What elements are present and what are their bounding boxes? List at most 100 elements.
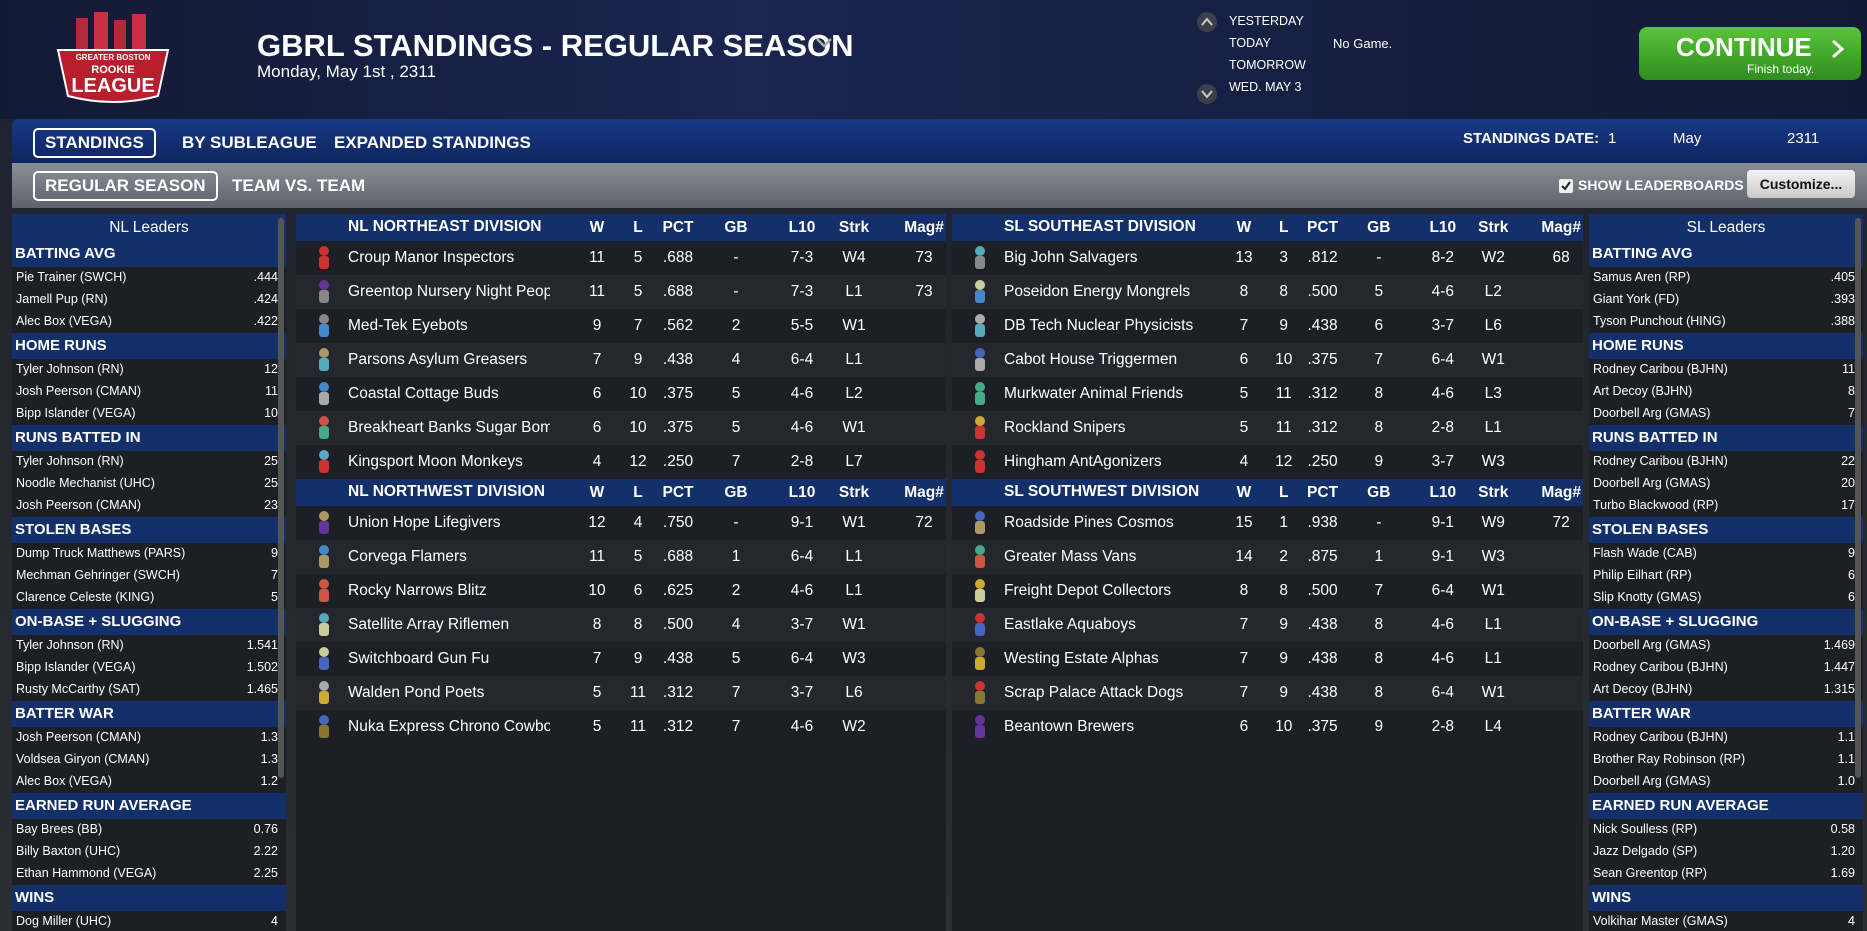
team-row[interactable]: Switchboard Gun Fu 7 9 .438 5 6-4 W3	[296, 642, 946, 676]
leader-name: Alec Box (VEGA)	[16, 774, 112, 788]
team-row[interactable]: Hingham AntAgonizers 4 12 .250 9 3-7 W3	[952, 445, 1583, 479]
team-icon	[975, 280, 985, 303]
date-month[interactable]: May	[1673, 130, 1702, 147]
team-row[interactable]: Beantown Brewers 6 10 .375 9 2-8 L4	[952, 710, 1583, 744]
team-stat: 9	[1279, 616, 1289, 633]
team-row[interactable]: Rockland Snipers 5 11 .312 8 2-8 L1	[952, 411, 1583, 445]
team-stat: 72	[915, 514, 933, 531]
leader-row: Turbo Blackwood (RP) 17	[1589, 495, 1863, 517]
scrollbar[interactable]	[1855, 218, 1861, 778]
column-header: L10	[1429, 218, 1457, 236]
schedule-day[interactable]: TODAY	[1229, 36, 1271, 50]
team-row[interactable]: DB Tech Nuclear Physicists 7 9 .438 6 3-7 L6	[952, 309, 1583, 343]
tab[interactable]: BY SUBLEAGUE	[182, 133, 317, 152]
leader-row: Noodle Mechanist (UHC) 25	[12, 473, 286, 495]
team-row[interactable]: Croup Manor Inspectors 11 5 .688 - 7-3 W4 73	[296, 241, 946, 275]
date-day[interactable]: 1	[1608, 130, 1617, 147]
team-row[interactable]: Greentop Nursery Night People 11 5 .688 - 7-3…	[296, 275, 946, 309]
leader-row: Doorbell Arg (GMAS) 1.469	[1589, 635, 1863, 657]
leader-row: Nick Soulless (RP) 0.58	[1589, 819, 1863, 841]
leader-value: 17	[1841, 498, 1855, 512]
leader-row: Doorbell Arg (GMAS) 7	[1589, 403, 1863, 425]
team-stat: .438	[662, 351, 694, 368]
team-stat: 8	[633, 616, 643, 633]
subtab[interactable]: TEAM VS. TEAM	[232, 176, 366, 195]
schedule-arrows[interactable]	[1196, 11, 1218, 105]
show-leaderboards[interactable]: SHOW LEADERBOARDS	[1578, 177, 1744, 193]
team-row[interactable]: Union Hope Lifegivers 12 4 .750 - 9-1 W1 72	[296, 506, 946, 540]
date-year[interactable]: 2311	[1787, 130, 1820, 147]
team-row[interactable]: Big John Salvagers 13 3 .812 - 8-2 W2 68	[952, 241, 1583, 275]
leader-section: ON-BASE + SLUGGING	[12, 609, 286, 635]
team-stat: 6	[592, 419, 602, 436]
team-stat: 6-4	[790, 351, 814, 368]
team-stat: .375	[1307, 718, 1338, 735]
team-row[interactable]: Breakheart Banks Sugar Bombers 6 10 .375 5 4-…	[296, 411, 946, 445]
dropdown-arrow[interactable]	[815, 36, 833, 50]
leader-section: BATTING AVG	[12, 241, 286, 267]
team-row[interactable]: Parsons Asylum Greasers 7 9 .438 4 6-4 L1	[296, 343, 946, 377]
team-row[interactable]: Med-Tek Eyebots 9 7 .562 2 5-5 W1	[296, 309, 946, 343]
team-stat: .312	[662, 718, 694, 735]
team-stat: 10	[629, 419, 647, 436]
leader-row: Doorbell Arg (GMAS) 1.0	[1589, 771, 1863, 793]
leader-row: Dog Miller (UHC) 4	[12, 911, 286, 931]
leader-name: Rodney Caribou (BJHN)	[1593, 454, 1728, 468]
team-stat: 7	[1239, 650, 1249, 667]
tab[interactable]: EXPANDED STANDINGS	[334, 133, 531, 152]
team-stat: W9	[1481, 514, 1505, 531]
leader-section: WINS	[1589, 885, 1863, 911]
scrollbar[interactable]	[278, 218, 284, 778]
team-stat: 8	[1374, 419, 1384, 436]
logo: GREATER BOSTON ROOKIE LEAGUE	[56, 12, 170, 103]
leader-row: Dump Truck Matthews (PARS) 9	[12, 543, 286, 565]
subtab[interactable]: REGULAR SEASON	[33, 171, 218, 201]
leader-value: 25	[264, 476, 278, 490]
schedule-day[interactable]: YESTERDAY	[1229, 14, 1304, 28]
team-row[interactable]: Kingsport Moon Monkeys 4 12 .250 7 2-8 L7	[296, 445, 946, 479]
team-row[interactable]: Westing Estate Alphas 7 9 .438 8 4-6 L1	[952, 642, 1583, 676]
schedule-day[interactable]: WED. MAY 3	[1229, 80, 1302, 94]
team-stat: 72	[1552, 514, 1570, 531]
team-row[interactable]: Freight Depot Collectors 8 8 .500 7 6-4 W1	[952, 574, 1583, 608]
team-row[interactable]: Cabot House Triggermen 6 10 .375 7 6-4 W1	[952, 343, 1583, 377]
leader-name: Volkihar Master (GMAS)	[1593, 914, 1728, 928]
team-row[interactable]: Corvega Flamers 11 5 .688 1 6-4 L1	[296, 540, 946, 574]
column-header: PCT	[662, 483, 694, 501]
team-name: Breakheart Banks Sugar Bombers	[348, 419, 550, 436]
team-icon	[975, 416, 985, 439]
team-row[interactable]: Greater Mass Vans 14 2 .875 1 9-1 W3	[952, 540, 1583, 574]
team-row[interactable]: Roadside Pines Cosmos 15 1 .938 - 9-1 W9 72	[952, 506, 1583, 540]
leader-name: Turbo Blackwood (RP)	[1593, 498, 1719, 512]
continue-button[interactable]: CONTINUE Finish today.	[1639, 27, 1861, 80]
team-row[interactable]: Eastlake Aquaboys 7 9 .438 8 4-6 L1	[952, 608, 1583, 642]
team-stat: 8	[1374, 684, 1384, 701]
leader-row: Tyler Johnson (RN) 25	[12, 451, 286, 473]
team-stat: 9	[1279, 684, 1289, 701]
customize-button[interactable]: Customize...	[1747, 170, 1855, 198]
team-stat: 68	[1552, 249, 1570, 266]
leader-value: 0.76	[253, 822, 278, 836]
team-row[interactable]: Poseidon Energy Mongrels 8 8 .500 5 4-6 L2	[952, 275, 1583, 309]
schedule-day[interactable]: TOMORROW	[1229, 58, 1306, 72]
team-icon	[319, 314, 329, 337]
team-stat: 8	[1374, 650, 1384, 667]
leader-value: 20	[1841, 476, 1855, 490]
team-row[interactable]: Nuka Express Chrono Cowboys 5 11 .312 7 4-6 W2	[296, 710, 946, 744]
team-stat: 2-8	[1431, 718, 1455, 735]
team-row[interactable]: Satellite Array Riflemen 8 8 .500 4 3-7 W1	[296, 608, 946, 642]
tab-bar: STANDINGS BY SUBLEAGUE EXPANDED STANDING…	[12, 119, 1867, 163]
checkbox[interactable]	[1558, 178, 1574, 194]
leader-row: Tyler Johnson (RN) 1.541	[12, 635, 286, 657]
tab[interactable]: STANDINGS	[33, 128, 156, 158]
team-icon	[319, 416, 329, 439]
team-stat: L6	[1484, 317, 1502, 334]
team-row[interactable]: Coastal Cottage Buds 6 10 .375 5 4-6 L2	[296, 377, 946, 411]
column-header: L	[633, 483, 643, 501]
team-row[interactable]: Rocky Narrows Blitz 10 6 .625 2 4-6 L1	[296, 574, 946, 608]
team-row[interactable]: Murkwater Animal Friends 5 11 .312 8 4-6 L3	[952, 377, 1583, 411]
team-row[interactable]: Walden Pond Poets 5 11 .312 7 3-7 L6	[296, 676, 946, 710]
column-header: L10	[788, 483, 816, 501]
team-row[interactable]: Scrap Palace Attack Dogs 7 9 .438 8 6-4 W1	[952, 676, 1583, 710]
column-header: W	[1236, 218, 1252, 236]
